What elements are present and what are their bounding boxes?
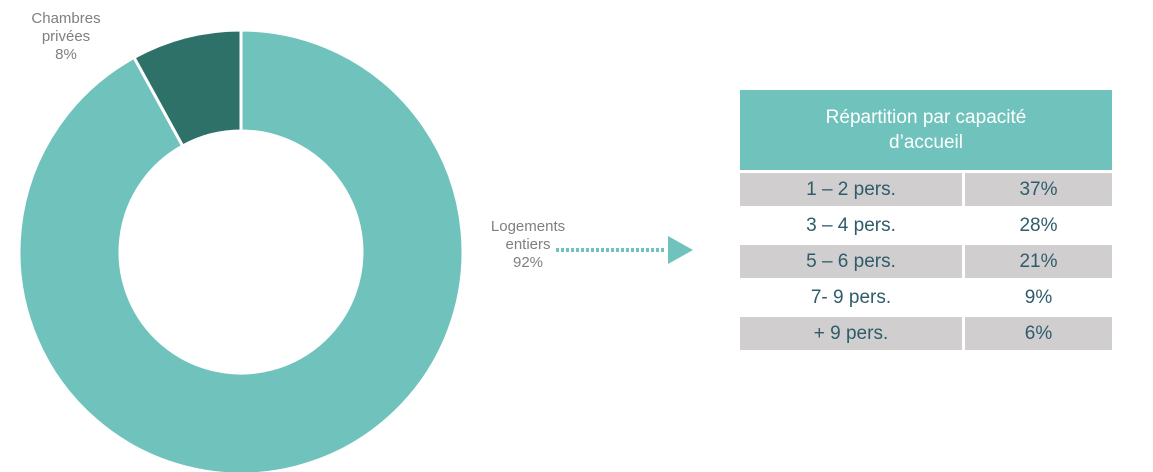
slice-value-label: 8% xyxy=(55,46,77,63)
slice-label: Chambres privées xyxy=(31,10,101,45)
table-cell: 37% xyxy=(963,170,1112,208)
slice-label-group: Chambres privées 8% xyxy=(28,10,104,64)
slice-label: Logements entiers xyxy=(490,218,566,253)
table-cell: 6% xyxy=(963,314,1112,350)
table-row: + 9 pers. 6% xyxy=(740,314,1112,350)
table-cell: 21% xyxy=(963,242,1112,280)
table-cell: 1 – 2 pers. xyxy=(740,170,965,208)
donut-slice xyxy=(132,28,243,149)
table-cell: 28% xyxy=(963,206,1112,244)
donut-slice xyxy=(17,28,465,472)
table-row: 1 – 2 pers. 37% xyxy=(740,170,1112,208)
slice-label-group: Logements entiers 92% xyxy=(487,218,569,272)
table-row: 3 – 4 pers. 28% xyxy=(740,206,1112,244)
table-cell: 3 – 4 pers. xyxy=(740,206,965,244)
table-row: 7- 9 pers. 9% xyxy=(740,278,1112,316)
slice-value-label: 92% xyxy=(512,254,544,271)
table-cell: 5 – 6 pers. xyxy=(740,242,965,280)
table-cell: 7- 9 pers. xyxy=(740,278,965,316)
table-row: 5 – 6 pers. 21% xyxy=(740,242,1112,280)
table: Répartition par capacité d’accueil 1 – 2… xyxy=(740,90,1112,350)
table-cell: 9% xyxy=(963,278,1112,316)
table-cell: + 9 pers. xyxy=(740,314,965,350)
arrow-head xyxy=(668,236,693,264)
table-title: Répartition par capacité d’accueil xyxy=(740,90,1112,172)
